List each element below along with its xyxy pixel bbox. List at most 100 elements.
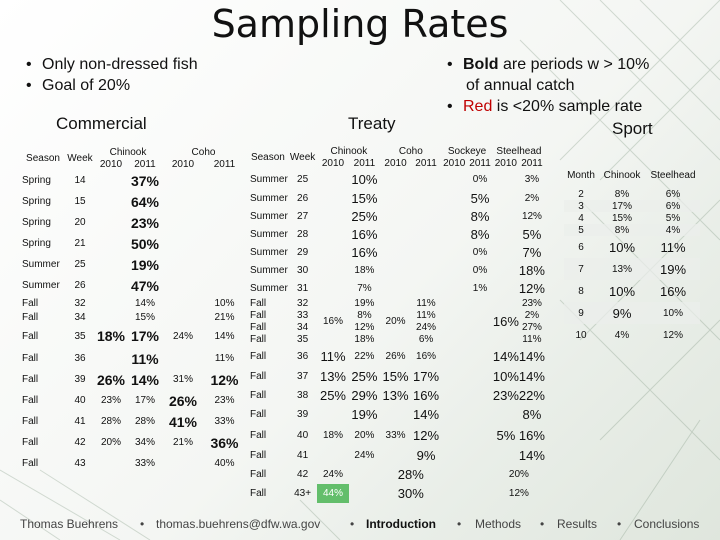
table-cell: 41 <box>74 416 86 427</box>
table-cell <box>162 191 204 212</box>
table-cell: 16% <box>659 283 687 299</box>
table-cell: 28 <box>297 228 309 240</box>
footer-bar: Thomas Buehrens • thomas.buehrens@dfw.wa… <box>0 517 720 535</box>
table-row: Fall 35 18% 17% 24% 14% <box>20 324 245 348</box>
nav-methods[interactable]: Methods <box>475 517 522 531</box>
nav-introduction[interactable]: Introduction <box>366 517 436 531</box>
table-cell <box>380 189 410 207</box>
sport-table: Month Chinook Steelhead 2 8% 6% 3 17% 6% 4 15% 5… <box>564 162 700 346</box>
table-cell: 33 <box>297 309 309 321</box>
table-cell: 2% <box>524 309 540 321</box>
table-cell <box>204 275 245 296</box>
table-cell <box>380 243 410 261</box>
table-cell: Summer <box>250 246 288 258</box>
table-cell <box>441 484 467 503</box>
table-cell: Summer <box>250 228 288 240</box>
table-row: Summer 26 47% <box>20 275 245 296</box>
header-season: Season <box>250 152 285 163</box>
table-cell: 30 <box>297 264 309 276</box>
table-cell <box>317 225 348 243</box>
table-cell: 29 <box>297 246 309 258</box>
table-cell: 17% <box>413 369 440 384</box>
table-cell <box>441 367 467 386</box>
footer-email[interactable]: thomas.buehrens@dfw.wa.gov <box>156 517 321 531</box>
table-cell <box>441 345 467 367</box>
table-cell <box>204 212 245 233</box>
footer-sep: • <box>140 517 145 531</box>
table-cell: 22% <box>518 388 545 403</box>
header-week: Week <box>289 152 316 163</box>
nav-conclusions[interactable]: Conclusions <box>634 517 700 531</box>
table-cell: 20 <box>74 217 86 228</box>
table-cell: 8% <box>522 407 542 422</box>
table-row: Fall 40 18% 20% 33% 12% 5% 16% <box>248 424 545 446</box>
table-cell: Summer <box>250 210 288 222</box>
table-cell: 43+ <box>294 488 312 499</box>
table-cell <box>411 279 441 297</box>
table-cell <box>441 169 467 189</box>
table-cell <box>162 453 204 474</box>
table-cell <box>441 405 467 424</box>
table-cell: Fall <box>250 333 267 345</box>
year-2010: 2010 <box>99 158 123 170</box>
table-cell: 41 <box>297 450 309 461</box>
table-row: Fall 40 23% 17% 26% 23% <box>20 390 245 411</box>
table-cell <box>317 446 348 465</box>
table-cell: 4% <box>614 329 630 341</box>
table-row: Fall 34 15% 21% <box>20 310 245 324</box>
year-2011: 2011 <box>213 158 236 170</box>
table-cell: 29% <box>351 388 378 403</box>
table-cell <box>162 348 204 369</box>
table-cell: 33% <box>134 458 155 469</box>
table-cell: 6% <box>665 200 681 212</box>
table-row: 3 17% 6% <box>564 200 700 212</box>
table-cell <box>493 207 519 225</box>
table-cell: 33% <box>214 416 235 427</box>
table-cell <box>380 446 410 465</box>
table-row: Fall 33 8% 11% 2% <box>248 309 545 321</box>
table-row: 8 10% 16% <box>564 280 700 302</box>
table-cell: 5% <box>496 427 516 443</box>
table-cell <box>467 405 493 424</box>
table-cell: 40% <box>214 458 235 469</box>
year-2011: 2011 <box>134 158 156 170</box>
table-cell: 20% <box>100 437 121 448</box>
table-cell <box>94 275 128 296</box>
table-cell <box>467 424 493 446</box>
table-cell: 11% <box>416 297 436 309</box>
table-cell: Fall <box>250 297 267 309</box>
table-cell: 25 <box>297 173 309 185</box>
table-cell: 18% <box>354 264 375 276</box>
table-cell: 10% <box>608 239 636 255</box>
table-row: Summer 30 18% 0% 18% <box>248 261 545 279</box>
table-cell: 16% <box>351 226 378 242</box>
table-row: Spring 15 64% <box>20 191 245 212</box>
table-cell: Spring <box>22 238 51 249</box>
table-cell: 9% <box>416 448 436 463</box>
table-cell <box>441 297 467 345</box>
table-row: Summer 26 15% 5% 2% <box>248 189 545 207</box>
table-cell: Fall <box>250 409 267 420</box>
table-cell: 10% <box>214 297 235 309</box>
table-cell <box>380 169 410 189</box>
nav-results[interactable]: Results <box>557 517 598 531</box>
table-cell: Summer <box>22 280 60 291</box>
bullet-red: • Red is <20% sample rate <box>447 98 643 115</box>
table-cell: Spring <box>22 196 51 207</box>
table-cell: 27% <box>521 321 542 333</box>
left-bullets: • Only non-dressed fish • Goal of 20% <box>26 54 198 96</box>
table-cell: 14% <box>518 369 545 384</box>
table-cell <box>411 261 441 279</box>
table-cell <box>317 207 348 225</box>
commercial-table: Season Week Chinook Coho 2010 2011 2010 … <box>20 146 245 474</box>
table-cell: 7% <box>357 282 372 294</box>
table-row: Fall 41 24% 9% 14% <box>248 446 545 465</box>
footer-sep: • <box>540 517 545 531</box>
table-cell: 41% <box>168 413 198 430</box>
table-cell: Fall <box>250 321 267 333</box>
table-cell <box>204 254 245 275</box>
footer-sep: • <box>350 517 355 531</box>
table-cell: 14% <box>134 297 155 309</box>
table-row: Fall 38 25% 29% 13% 16% 23% 22% <box>248 386 545 405</box>
table-cell: 6% <box>665 188 681 200</box>
